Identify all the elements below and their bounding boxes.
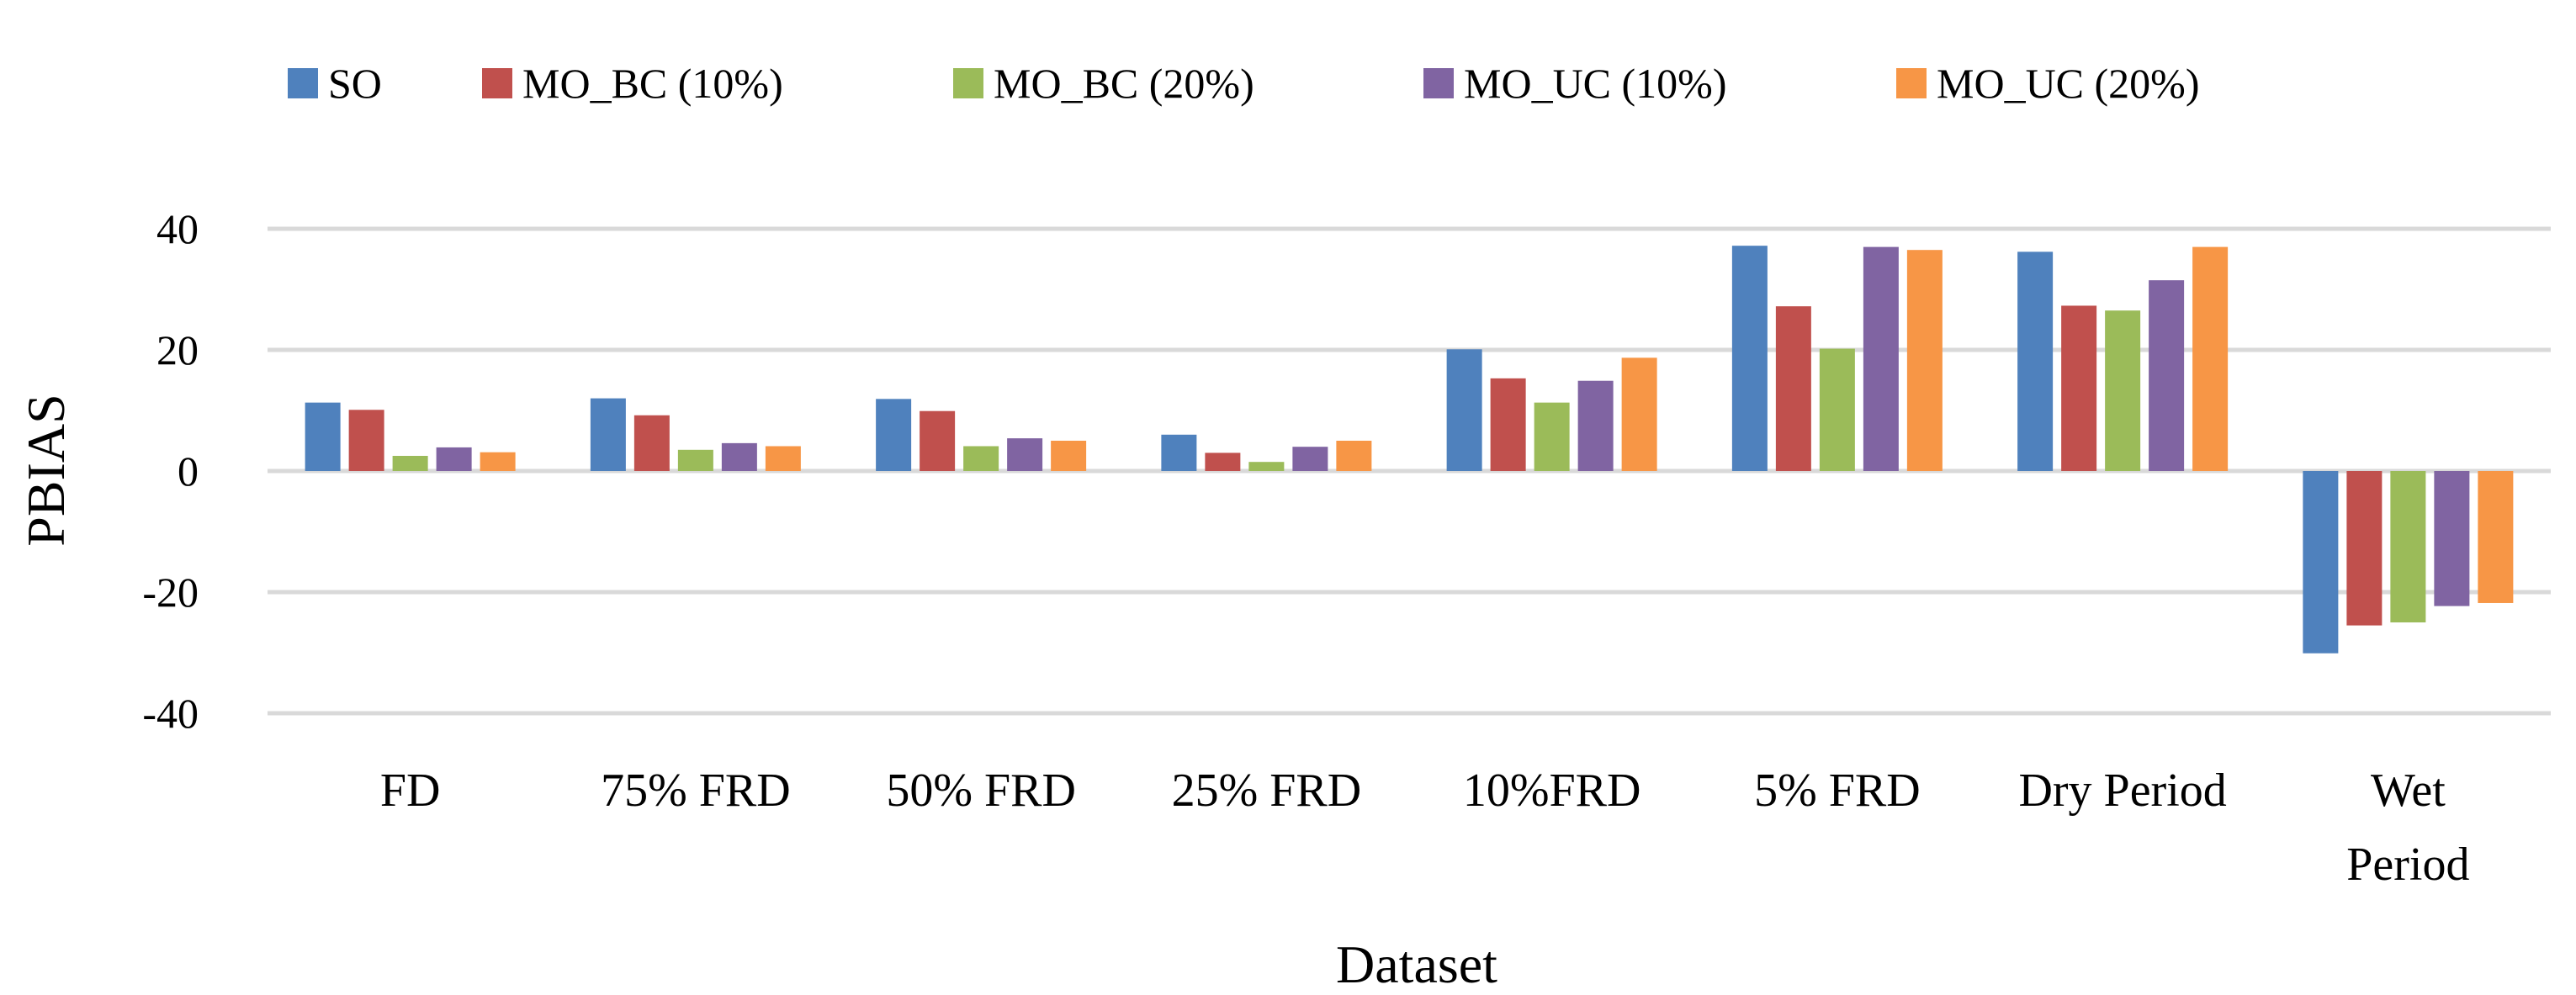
x-tick-label: 75% FRD bbox=[601, 765, 791, 817]
bar bbox=[1446, 349, 1482, 471]
bar bbox=[348, 410, 384, 471]
x-tick-label: Dry Period bbox=[2018, 765, 2226, 817]
bars bbox=[305, 246, 2514, 654]
bar bbox=[392, 456, 428, 471]
y-axis-title: PBIAS bbox=[16, 394, 76, 546]
y-tick-label: 20 bbox=[156, 326, 199, 373]
legend-swatch bbox=[953, 68, 983, 98]
legend-label: MO_BC (20%) bbox=[994, 60, 1254, 107]
x-tick-label: 10%FRD bbox=[1463, 765, 1641, 817]
legend: SO MO_BC (10%) MO_BC (20%) MO_UC (10%) MO_UC… bbox=[288, 60, 2199, 107]
bar bbox=[2346, 471, 2383, 626]
bar bbox=[2105, 310, 2141, 471]
legend-label: MO_UC (10%) bbox=[1464, 60, 1726, 107]
bar bbox=[1577, 380, 1614, 471]
bar bbox=[480, 452, 516, 471]
x-tick-label: 50% FRD bbox=[886, 765, 1076, 817]
bar bbox=[305, 402, 341, 471]
bar bbox=[1621, 357, 1657, 471]
x-axis-title: Dataset bbox=[1336, 934, 1497, 994]
x-tick-label: Wet Period bbox=[2346, 765, 2469, 891]
bar bbox=[1906, 250, 1943, 471]
bar bbox=[2061, 305, 2097, 471]
legend-item: SO bbox=[288, 60, 382, 107]
bar bbox=[1731, 246, 1768, 471]
bar bbox=[963, 446, 999, 471]
bar bbox=[677, 449, 713, 471]
y-tick-label: 40 bbox=[156, 205, 199, 252]
x-tick-label: FD bbox=[380, 765, 441, 817]
legend-swatch bbox=[482, 68, 512, 98]
legend-swatch bbox=[1896, 68, 1927, 98]
bar bbox=[436, 447, 472, 471]
legend-item: MO_UC (20%) bbox=[1896, 60, 2199, 107]
bar bbox=[876, 399, 912, 471]
legend-label: MO_BC (10%) bbox=[522, 60, 783, 107]
y-tick-label: 0 bbox=[178, 447, 199, 495]
bar bbox=[2434, 471, 2470, 606]
bar bbox=[1863, 246, 1899, 471]
bar bbox=[1161, 434, 1197, 471]
bar bbox=[2017, 251, 2054, 471]
bar bbox=[765, 446, 801, 471]
bar bbox=[2390, 471, 2426, 622]
x-tick-label: 5% FRD bbox=[1754, 765, 1921, 817]
legend-item: MO_UC (10%) bbox=[1423, 60, 1726, 107]
bar bbox=[1534, 402, 1570, 471]
y-tick-label: -20 bbox=[142, 569, 199, 616]
bar bbox=[1051, 441, 1087, 471]
legend-swatch bbox=[288, 68, 318, 98]
legend-swatch bbox=[1423, 68, 1454, 98]
bar bbox=[1490, 378, 1526, 471]
bar bbox=[633, 415, 670, 471]
x-tick-label: 25% FRD bbox=[1172, 765, 1362, 817]
bar bbox=[1292, 447, 1328, 471]
bar bbox=[1248, 462, 1285, 471]
bar bbox=[721, 442, 757, 471]
bar bbox=[590, 398, 626, 471]
legend-label: SO bbox=[328, 60, 382, 107]
bar bbox=[1007, 438, 1043, 471]
bar bbox=[2192, 246, 2229, 471]
bar bbox=[2478, 471, 2514, 603]
bar bbox=[1205, 453, 1241, 471]
bar bbox=[2303, 471, 2339, 654]
bar bbox=[1775, 306, 1811, 471]
bar bbox=[2149, 280, 2185, 471]
bar bbox=[1819, 348, 1855, 471]
y-axis-tick-labels: -40 -20 0 20 40 bbox=[142, 205, 199, 737]
bar bbox=[920, 410, 956, 471]
y-tick-label: -40 bbox=[142, 690, 199, 737]
legend-item: MO_BC (10%) bbox=[482, 60, 783, 107]
legend-item: MO_BC (20%) bbox=[953, 60, 1254, 107]
x-axis-category-labels: FD 75% FRD 50% FRD 25% FRD 10%FRD 5% FRD Dry P… bbox=[380, 765, 2470, 891]
legend-label: MO_UC (20%) bbox=[1937, 60, 2199, 107]
bar bbox=[1336, 441, 1372, 471]
